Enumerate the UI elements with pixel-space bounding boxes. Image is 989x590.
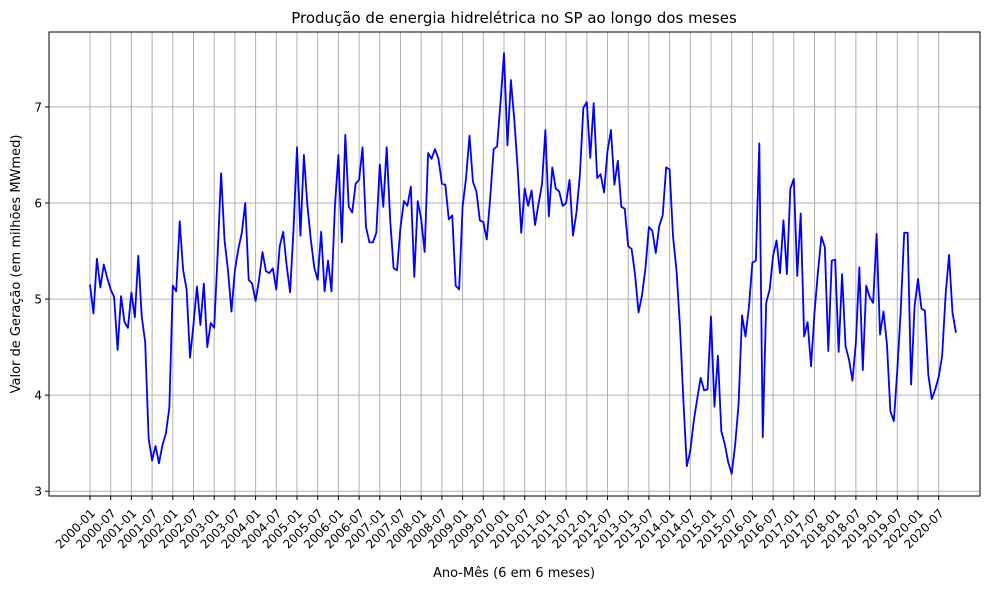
y-axis-label: Valor de Geração (em milhões MWmed) (9, 135, 24, 394)
chart-title: Produção de energia hidrelétrica no SP a… (291, 9, 737, 27)
x-axis-label: Ano-Mês (6 em 6 meses) (433, 566, 595, 581)
y-axis: 3 4 5 6 7 (34, 100, 49, 499)
series-line (89, 52, 957, 475)
y-tick-label: 4 (34, 389, 42, 403)
x-axis: 2000-012000-072001-012001-072002-012002-… (53, 496, 947, 552)
y-tick-label: 3 (34, 485, 42, 499)
y-tick-label: 6 (34, 196, 42, 210)
data-series (89, 52, 957, 475)
y-tick-label: 7 (34, 100, 42, 114)
plot-frame (48, 31, 981, 497)
y-tick-label: 5 (34, 293, 42, 307)
